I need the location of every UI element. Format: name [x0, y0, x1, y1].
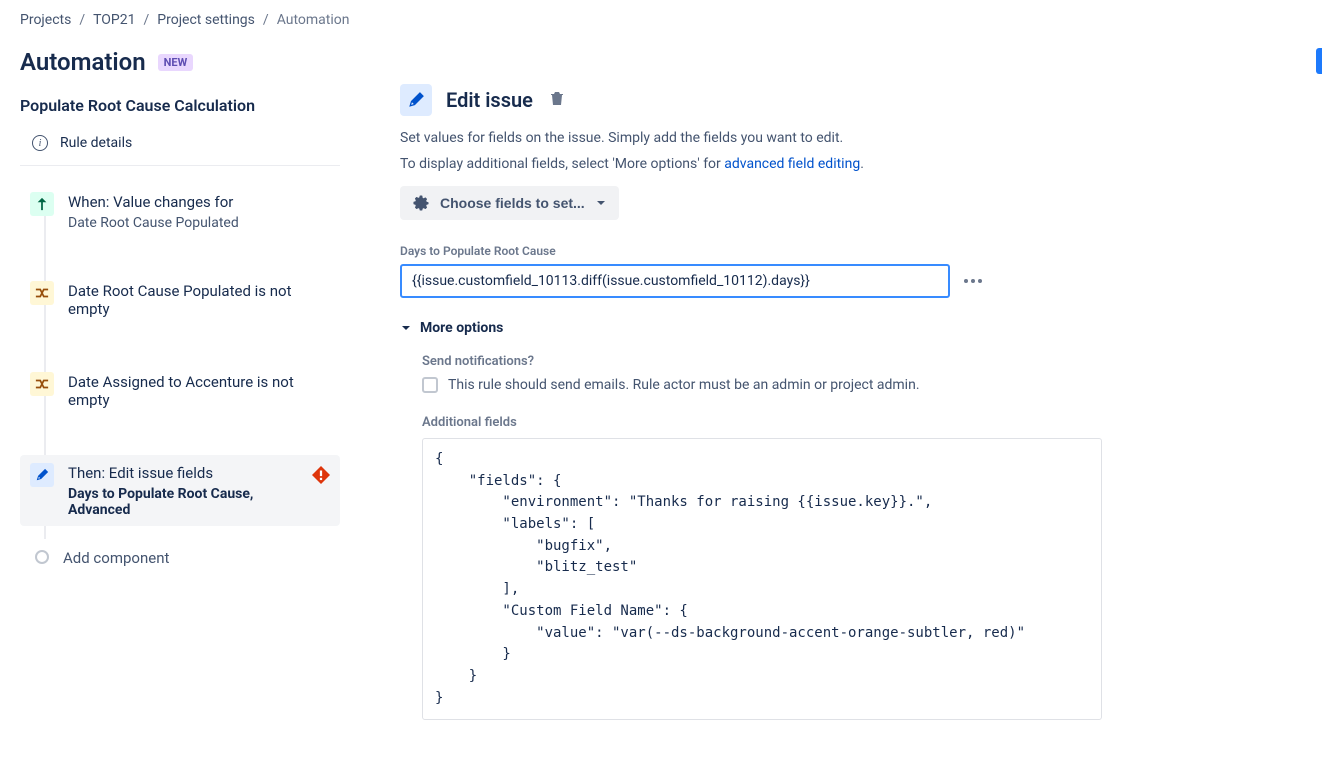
chevron-down-icon	[400, 322, 412, 334]
add-component-icon	[35, 550, 49, 564]
trigger-title: When: Value changes for	[68, 193, 332, 211]
send-notifications-checkbox[interactable]	[422, 377, 438, 393]
left-sidebar: Automation NEW Populate Root Cause Calcu…	[0, 36, 360, 720]
panel-desc-1: Set values for fields on the issue. Simp…	[400, 130, 1302, 146]
action-title: Then: Edit issue fields	[68, 464, 298, 482]
rule-details-label: Rule details	[60, 135, 132, 151]
panel-desc-2: To display additional fields, select 'Mo…	[400, 156, 1302, 172]
choose-fields-label: Choose fields to set...	[440, 195, 585, 211]
rule-condition-1[interactable]: Date Root Cause Populated is not empty	[30, 273, 340, 330]
more-options-label: More options	[420, 320, 503, 336]
add-component[interactable]: Add component	[30, 540, 340, 579]
trigger-icon	[30, 192, 54, 216]
send-notifications-label: Send notifications?	[422, 354, 1302, 369]
breadcrumb-projects[interactable]: Projects	[20, 12, 71, 28]
action-icon	[30, 463, 54, 487]
trigger-sub: Date Root Cause Populated	[68, 215, 332, 231]
action-sub: Days to Populate Root Cause, Advanced	[68, 486, 298, 518]
field-more-menu[interactable]	[960, 279, 986, 283]
breadcrumb-top21[interactable]: TOP21	[93, 12, 135, 28]
rule-tree: When: Value changes for Date Root Cause …	[30, 184, 340, 579]
error-icon	[312, 466, 328, 482]
additional-fields-code[interactable]: { "fields": { "environment": "Thanks for…	[422, 438, 1102, 720]
condition-icon	[30, 281, 54, 305]
breadcrumb-sep: /	[263, 12, 269, 28]
gear-icon	[412, 194, 430, 212]
chevron-down-icon	[595, 197, 607, 209]
condition-1-title: Date Root Cause Populated is not empty	[68, 282, 332, 318]
choose-fields-button[interactable]: Choose fields to set...	[400, 186, 619, 220]
breadcrumb-current: Automation	[277, 12, 350, 28]
edit-issue-icon	[400, 84, 432, 116]
rule-name: Populate Root Cause Calculation	[20, 96, 340, 115]
rule-details-link[interactable]: i Rule details	[20, 129, 340, 166]
days-field-input[interactable]	[400, 264, 950, 298]
new-badge: NEW	[158, 54, 194, 71]
breadcrumb-sep: /	[79, 12, 85, 28]
field-label: Days to Populate Root Cause	[400, 244, 1302, 258]
advanced-editing-link[interactable]: advanced field editing	[724, 156, 860, 172]
add-component-label: Add component	[63, 549, 332, 567]
breadcrumb-sep: /	[144, 12, 150, 28]
delete-icon[interactable]	[549, 90, 565, 110]
breadcrumb: Projects / TOP21 / Project settings / Au…	[0, 0, 1322, 36]
additional-fields-label: Additional fields	[422, 415, 1302, 430]
right-panel: Edit issue Set values for fields on the …	[360, 36, 1322, 720]
rule-condition-2[interactable]: Date Assigned to Accenture is not empty	[30, 364, 340, 421]
page-title: Automation	[20, 48, 146, 76]
send-notifications-text: This rule should send emails. Rule actor…	[448, 377, 920, 393]
rule-action[interactable]: Then: Edit issue fields Days to Populate…	[20, 455, 340, 526]
panel-title: Edit issue	[446, 88, 533, 112]
breadcrumb-project-settings[interactable]: Project settings	[157, 12, 255, 28]
rule-trigger[interactable]: When: Value changes for Date Root Cause …	[30, 184, 340, 239]
condition-2-title: Date Assigned to Accenture is not empty	[68, 373, 332, 409]
more-options-toggle[interactable]: More options	[400, 320, 1302, 336]
condition-icon	[30, 372, 54, 396]
info-icon: i	[32, 135, 48, 151]
